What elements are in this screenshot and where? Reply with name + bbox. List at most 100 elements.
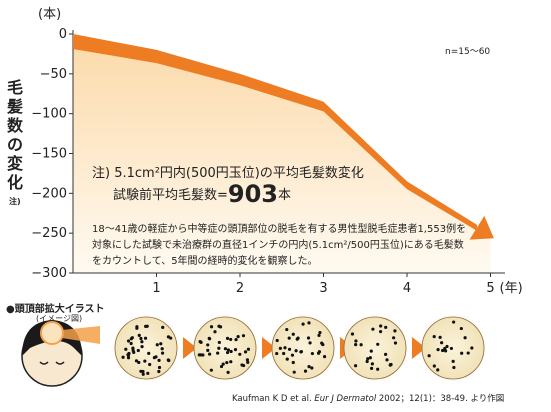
hair-follicle-dot xyxy=(371,327,375,331)
hair-follicle-dot xyxy=(307,365,311,369)
y-axis-label-note: 注) xyxy=(9,197,21,206)
hair-follicle-dot xyxy=(440,341,444,345)
hair-follicle-dot xyxy=(452,320,456,324)
hair-follicle-dot xyxy=(229,337,233,342)
hair-follicle-dot xyxy=(126,339,131,343)
hair-follicle-dot xyxy=(242,363,246,368)
hair-follicle-dot xyxy=(287,347,292,351)
hair-follicle-dot xyxy=(137,333,141,337)
hair-follicle-dot xyxy=(443,346,447,351)
scalp-circle xyxy=(421,316,485,380)
y-axis-label-char: 数 xyxy=(6,116,23,135)
data-series-band xyxy=(73,34,477,231)
hair-follicle-dot xyxy=(384,352,388,356)
hair-follicle-dot xyxy=(285,357,289,361)
hair-follicle-dot xyxy=(207,336,211,340)
hair-follicle-dot xyxy=(130,336,134,340)
hair-follicle-dot xyxy=(282,351,286,356)
hair-follicle-dot xyxy=(135,325,139,329)
hair-follicle-dot xyxy=(131,348,135,353)
hair-follicle-dot xyxy=(134,359,139,363)
hair-follicle-dot xyxy=(218,325,223,329)
hair-follicle-dot xyxy=(441,348,445,353)
hair-follicle-dot xyxy=(126,356,131,360)
chevron-right-icon xyxy=(183,337,197,359)
baseline-count: 試験前平均毛髪数=903本 xyxy=(113,180,291,208)
hair-follicle-dot xyxy=(275,351,279,356)
crown-highlight-icon xyxy=(40,321,64,345)
hair-follicle-dot xyxy=(292,370,296,374)
hair-follicle-dot xyxy=(366,357,370,361)
baseline-unit: 本 xyxy=(278,188,292,203)
hair-follicle-dot xyxy=(283,346,287,350)
baseline-value: 903 xyxy=(227,180,279,208)
hair-follicle-dot xyxy=(136,348,140,353)
y-tick-label: −250 xyxy=(31,226,67,241)
y-tick-label: −150 xyxy=(31,147,67,162)
hair-follicle-dot xyxy=(223,347,228,351)
hair-follicle-dot xyxy=(131,346,135,350)
hair-follicle-dot xyxy=(359,343,363,347)
hair-follicle-dot xyxy=(353,364,358,368)
hair-follicle-dot xyxy=(303,369,308,373)
hair-follicle-dot xyxy=(432,335,436,339)
y-tick-label: −200 xyxy=(31,186,67,201)
hair-follicle-dot xyxy=(370,362,374,366)
hair-follicle-dot xyxy=(291,360,295,365)
baseline-prefix: 試験前平均毛髪数= xyxy=(113,188,228,203)
x-tick-label: 1 xyxy=(152,281,160,296)
hair-follicle-dot xyxy=(121,355,125,359)
hair-follicle-dot xyxy=(229,360,233,364)
hair-follicle-dot xyxy=(217,346,221,350)
hair-follicle-dot xyxy=(466,351,470,355)
citation-authors: Kaufman K D et al. xyxy=(232,394,312,404)
hair-follicle-dot xyxy=(376,342,380,346)
magnify-beam-icon xyxy=(62,326,100,344)
hair-follicle-dot xyxy=(317,333,321,338)
hair-follicle-dot xyxy=(285,327,289,332)
hair-follicle-dot xyxy=(140,344,144,349)
study-description: 18〜41歳の軽症から中等症の頭頂部位の脱毛を有する男性型脱毛症患者1,553例… xyxy=(92,224,467,267)
hair-follicle-dot xyxy=(213,330,217,334)
eyes-icon xyxy=(39,361,65,365)
hair-follicle-dot xyxy=(393,341,398,345)
citation-rest: 2002；12(1)：38-49. より作図 xyxy=(378,394,505,404)
y-unit-label: (本) xyxy=(38,7,62,22)
hair-follicle-dot xyxy=(226,370,230,375)
area-fill xyxy=(73,34,491,273)
hair-follicle-dot xyxy=(234,337,238,342)
hair-follicle-dot xyxy=(157,365,162,370)
hair-follicle-dot xyxy=(241,334,246,338)
hair-follicle-dot xyxy=(290,353,295,357)
hair-follicle-dot xyxy=(246,347,251,351)
hair-follicle-dot xyxy=(238,352,242,356)
illustration-title: ●頭頂部拡大イラスト xyxy=(6,304,105,315)
hair-follicle-dot xyxy=(198,340,202,344)
hair-follicle-dot xyxy=(299,350,303,354)
hair-follicle-dot xyxy=(470,346,474,350)
hair-follicle-dot xyxy=(129,341,133,346)
scalp-circle xyxy=(343,316,407,380)
hair-follicle-dot xyxy=(392,336,396,340)
hair-follicle-dot xyxy=(459,326,463,331)
hair-follicle-dot xyxy=(157,358,161,362)
y-axis-label-char: 毛 xyxy=(6,78,23,97)
hair-follicle-dot xyxy=(225,336,230,340)
hair-follicle-dot xyxy=(291,332,295,336)
scalp-illustration xyxy=(21,314,487,387)
hair-follicle-dot xyxy=(427,354,431,358)
hair-follicle-dot xyxy=(246,360,250,364)
hair-follicle-dot xyxy=(127,351,131,356)
hair-follicle-dot xyxy=(157,369,161,374)
hair-follicle-dot xyxy=(278,346,282,350)
hair-follicle-dot xyxy=(432,364,436,368)
hair-follicle-dot xyxy=(317,350,322,354)
hair-follicle-dot xyxy=(452,365,456,370)
hair-follicle-dot xyxy=(233,348,238,352)
hair-follicle-dot xyxy=(140,340,144,344)
hair-follicle-dot xyxy=(308,341,312,345)
hair-follicle-dot xyxy=(294,349,298,353)
hair-follicle-dot xyxy=(445,344,449,349)
y-axis-label-char: の xyxy=(6,135,23,154)
hair-follicle-dot xyxy=(436,368,440,372)
